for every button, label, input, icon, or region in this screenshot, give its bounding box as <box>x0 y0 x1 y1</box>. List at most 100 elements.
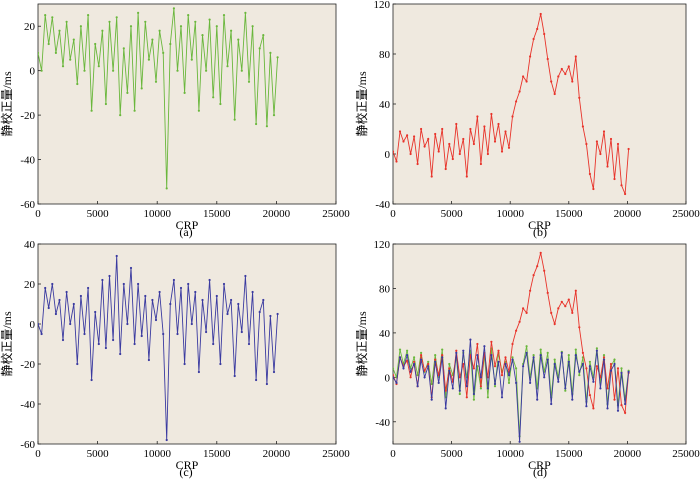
data-point <box>140 87 143 90</box>
data-point <box>550 311 553 314</box>
data-point <box>201 298 204 302</box>
data-point <box>434 354 437 357</box>
data-point <box>458 376 461 379</box>
x-tick-label: 5000 <box>87 208 110 220</box>
series-line-c <box>393 339 630 442</box>
data-point <box>265 125 268 128</box>
data-point <box>237 302 240 306</box>
data-point <box>571 311 574 314</box>
data-point <box>529 289 532 292</box>
data-point <box>265 382 268 386</box>
data-point <box>126 91 129 94</box>
data-point <box>94 310 97 314</box>
x-axis-label: CRP <box>528 458 551 472</box>
data-point <box>65 20 68 23</box>
y-tick-label: 0 <box>30 319 36 331</box>
data-point <box>571 398 574 401</box>
data-point <box>469 338 472 341</box>
data-point <box>129 25 133 28</box>
data-point <box>536 27 539 31</box>
data-point <box>165 187 168 190</box>
data-point <box>255 378 258 382</box>
data-point <box>490 354 493 357</box>
data-point <box>578 96 581 99</box>
data-point <box>588 394 592 397</box>
data-point <box>427 365 430 368</box>
data-point <box>497 349 500 352</box>
caption-b: (b) <box>533 225 547 239</box>
data-point <box>472 398 475 401</box>
y-tick-label: 120 <box>374 239 391 251</box>
data-point <box>536 265 539 268</box>
data-point <box>187 282 190 286</box>
data-point <box>176 332 179 336</box>
data-point <box>416 374 419 377</box>
data-point <box>61 338 65 342</box>
x-tick-label: 20000 <box>263 448 291 460</box>
data-point <box>83 69 86 72</box>
data-point <box>398 130 402 133</box>
data-point <box>409 152 412 156</box>
data-point <box>525 351 528 354</box>
x-tick-label: 0 <box>35 208 41 220</box>
data-point <box>581 351 585 354</box>
data-point <box>444 167 447 171</box>
data-point <box>444 389 447 392</box>
data-point <box>147 358 150 362</box>
data-point <box>451 157 454 161</box>
data-point <box>479 385 482 388</box>
data-point <box>413 362 416 366</box>
y-axis-label: 静校正量/ms <box>354 311 369 377</box>
data-point <box>151 298 154 302</box>
data-point <box>420 354 423 357</box>
data-point <box>395 381 398 384</box>
data-point <box>183 91 186 94</box>
data-point <box>215 25 218 28</box>
data-point <box>40 69 43 72</box>
data-point <box>47 306 50 310</box>
data-point <box>504 130 507 133</box>
data-point <box>215 294 218 298</box>
data-point <box>122 282 125 286</box>
data-point <box>581 125 585 128</box>
data-point <box>522 307 525 310</box>
data-point <box>112 69 115 72</box>
data-point <box>493 382 497 386</box>
data-point <box>578 370 581 373</box>
data-point <box>469 127 472 131</box>
y-tick-label: 40 <box>379 99 391 111</box>
data-point <box>183 362 186 366</box>
data-point <box>201 34 204 37</box>
data-point <box>620 367 623 370</box>
data-point <box>194 20 197 23</box>
data-point <box>518 440 521 443</box>
data-point <box>546 358 549 361</box>
data-point <box>72 302 75 306</box>
data-point <box>112 338 115 342</box>
data-point <box>244 11 247 14</box>
data-point <box>588 172 592 176</box>
data-point <box>197 109 200 112</box>
data-point <box>585 142 588 146</box>
data-point <box>599 152 602 156</box>
data-point <box>420 358 423 361</box>
data-point <box>154 318 158 322</box>
data-point <box>472 142 475 146</box>
x-tick-label: 10000 <box>496 448 524 460</box>
data-point <box>553 358 556 361</box>
data-point <box>515 329 518 332</box>
data-point <box>543 269 546 272</box>
data-point <box>486 387 489 390</box>
data-point <box>54 51 58 55</box>
y-tick-label: -60 <box>20 439 35 451</box>
data-point <box>532 37 535 41</box>
y-tick-label: 0 <box>30 66 36 78</box>
data-point <box>58 298 61 302</box>
data-point <box>606 387 609 390</box>
data-point <box>434 132 437 136</box>
data-point <box>222 14 226 17</box>
data-point <box>609 369 613 372</box>
data-point <box>479 387 482 390</box>
data-point <box>219 362 222 366</box>
data-point <box>205 69 208 72</box>
